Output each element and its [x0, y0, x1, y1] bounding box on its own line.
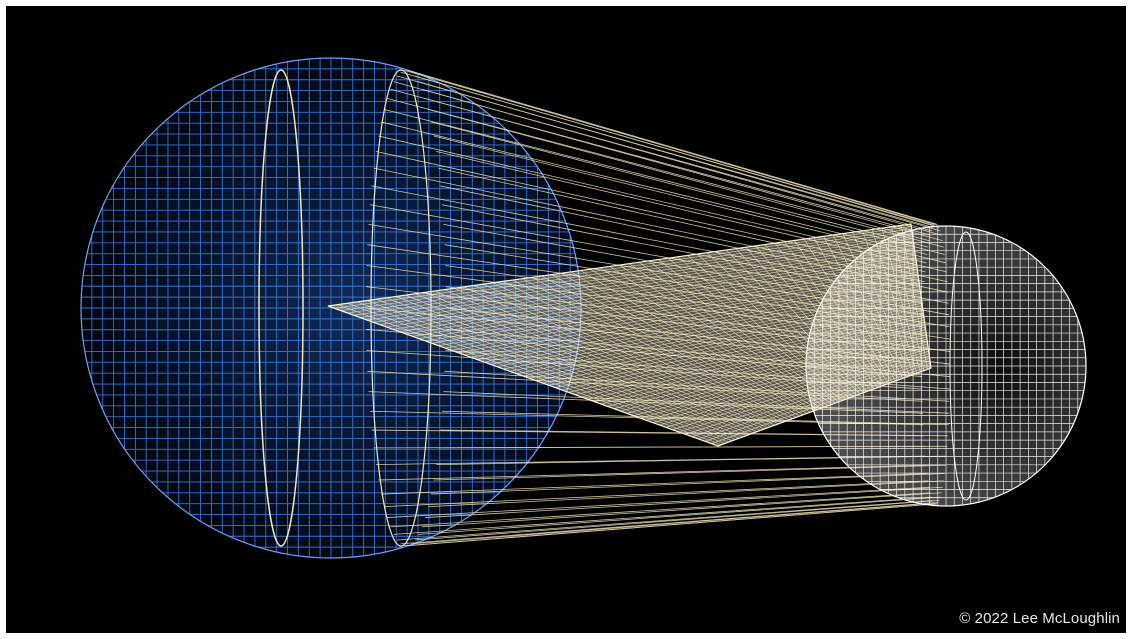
large-sphere-wireframe — [80, 57, 582, 559]
copyright-credit: © 2022 Lee McLoughlin — [959, 610, 1120, 627]
small-sphere-wireframe — [805, 225, 1087, 507]
wireframe-scene — [80, 57, 1087, 559]
wireframe-image: © 2022 Lee McLoughlin — [6, 6, 1126, 633]
plane-wireframe — [327, 223, 932, 447]
